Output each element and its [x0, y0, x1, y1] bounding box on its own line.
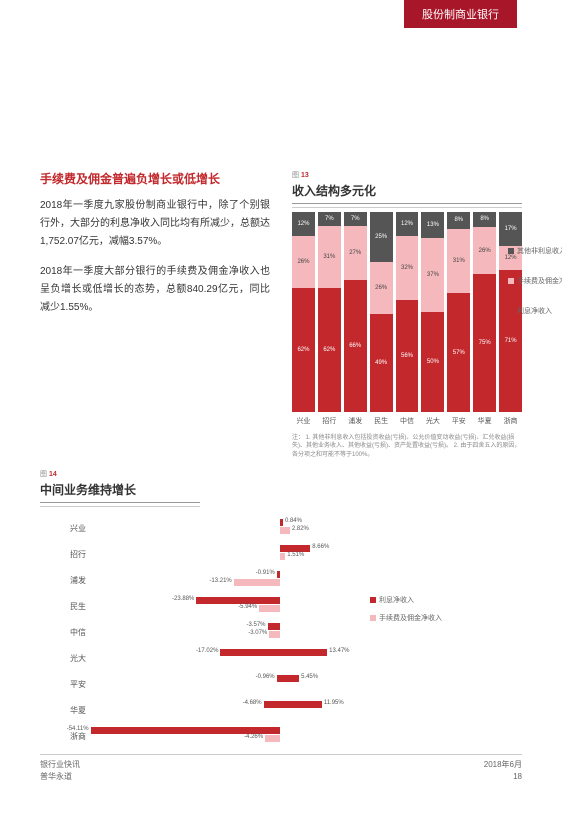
paragraph-2: 2018年一季度大部分银行的手续费及佣金净收入也呈负增长或低增长的态势，总额84…	[40, 263, 270, 317]
fig13-legend: 其他非利息收入 手续费及佣金净收入 利息净收入	[508, 246, 562, 336]
hbar-row-浦发: 浦发-0.91%-13.21%	[70, 567, 490, 593]
fig14-label: 图 14	[40, 469, 522, 479]
paragraph-1: 2018年一季度九家股份制商业银行中，除了个别银行外，大部分的利息净收入同比均有…	[40, 197, 270, 251]
main-content: 手续费及佣金普遍负增长或低增长 2018年一季度九家股份制商业银行中，除了个别银…	[0, 170, 562, 749]
footer-right: 2018年6月18	[484, 759, 522, 783]
footer-left: 银行业快讯普华永道	[40, 759, 80, 783]
hbar-row-华夏: 华夏-4.68%11.95%	[70, 697, 490, 723]
hbar-row-平安: 平安-0.96%5.45%	[70, 671, 490, 697]
fig13-label: 图 13	[292, 170, 522, 180]
fig14-title: 中间业务维持增长	[40, 479, 200, 503]
fig13-notes: 注： 1. 其他非利息收入包括投资收益(亏损)、公允价值变动收益(亏损)、汇兑收…	[292, 434, 522, 459]
page-footer: 银行业快讯普华永道 2018年6月18	[40, 754, 522, 783]
figure-13: 图 13 收入结构多元化 其他非利息收入 手续费及佣金净收入 利息净收入 12%…	[292, 170, 522, 459]
fig13-title: 收入结构多元化	[292, 180, 522, 204]
figure-14: 图 14 中间业务维持增长 兴业0.84%2.82%招行8.66%1.51%浦发…	[40, 459, 522, 749]
fig14-legend: 利息净收入 手续费及佣金净收入	[370, 595, 442, 631]
bar-col-平安: 8%31%57%平安	[447, 212, 470, 426]
bar-col-招行: 7%31%62%招行	[318, 212, 341, 426]
hbar-row-浙商: 浙商-54.11%-4.26%	[70, 723, 490, 749]
bar-col-华夏: 8%26%75%华夏	[473, 212, 496, 426]
bar-col-兴业: 12%26%62%兴业	[292, 212, 315, 426]
bar-col-民生: 25%26%49%民生	[370, 212, 393, 426]
hbar-row-招行: 招行8.66%1.51%	[70, 541, 490, 567]
hbar-row-光大: 光大-17.02%13.47%	[70, 645, 490, 671]
left-column: 手续费及佣金普遍负增长或低增长 2018年一季度九家股份制商业银行中，除了个别银…	[40, 170, 270, 329]
hbar-row-兴业: 兴业0.84%2.82%	[70, 515, 490, 541]
hbar-chart: 兴业0.84%2.82%招行8.66%1.51%浦发-0.91%-13.21%民…	[40, 515, 522, 749]
bar-col-中信: 12%32%56%中信	[396, 212, 419, 426]
stacked-bar-chart: 其他非利息收入 手续费及佣金净收入 利息净收入 12%26%62%兴业7%31%…	[292, 216, 522, 426]
section-title: 手续费及佣金普遍负增长或低增长	[40, 170, 270, 187]
bar-col-光大: 13%37%50%光大	[421, 212, 444, 426]
header-tag: 股份制商业银行	[404, 0, 517, 28]
bar-col-浦发: 7%27%66%浦发	[344, 212, 367, 426]
